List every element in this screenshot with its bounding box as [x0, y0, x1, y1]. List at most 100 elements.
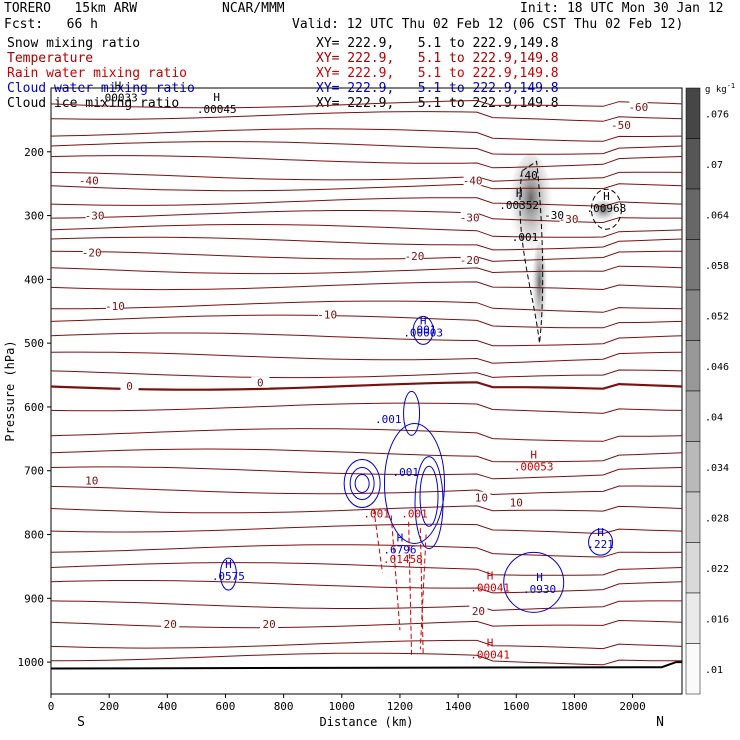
extremum-value: .00045 [197, 103, 237, 116]
x-tick-label: 0 [48, 700, 55, 713]
isotherm [50, 600, 682, 611]
isotherm-label: 20 [472, 605, 485, 618]
contour-label: .001 [512, 231, 539, 244]
isotherm-label: 20 [262, 618, 275, 631]
isotherm [50, 369, 683, 379]
extremum-value: .0930 [523, 583, 556, 596]
contour-label: -30 [544, 209, 564, 222]
extremum-marker: H [603, 190, 610, 203]
extremum-value: .221 [587, 538, 614, 551]
x-tick-label: 1200 [387, 700, 414, 713]
isotherm [50, 402, 683, 414]
isotherm-label: -20 [82, 247, 102, 260]
contour-label: .001 [375, 413, 402, 426]
isotherm-label: -60 [628, 101, 648, 114]
rain-contour [419, 528, 424, 656]
colorbar-unit: g kg-1 [705, 82, 735, 95]
isotherm [50, 523, 683, 535]
extremum-marker: H [115, 80, 122, 93]
isotherm-label: -30 [85, 210, 105, 223]
colorbar-cell [685, 138, 701, 190]
colorbar-cell [685, 188, 701, 240]
contour-label: .001 [363, 507, 390, 520]
isotherm [50, 197, 683, 207]
extremum-value: .6796 [383, 543, 416, 556]
x-axis-label: Distance (km) [320, 715, 414, 729]
isotherm [50, 99, 683, 109]
model-title: TORERO 15km ARW [4, 1, 138, 16]
contour-label: -40 [518, 169, 538, 182]
contour-label: .001 [401, 507, 428, 520]
contour-label: .01458 [383, 553, 423, 566]
isotherm [50, 155, 683, 169]
north-label: N [656, 715, 664, 730]
y-tick-label: 800 [24, 529, 44, 542]
isotherm-label: -30 [559, 213, 579, 226]
extremum-value: .00003 [403, 326, 443, 339]
isotherm [50, 381, 683, 391]
y-tick-label: 200 [24, 146, 44, 159]
cloud-water-contour [503, 551, 565, 613]
extremum-marker: H [213, 91, 220, 104]
x-tick-label: 1600 [503, 700, 530, 713]
isotherm-label: 0 [257, 377, 264, 390]
colorbar-label: .01 [705, 665, 723, 676]
y-tick-label: 300 [24, 210, 44, 223]
legend-xy: XY= 222.9, 5.1 to 222.9,149.8 [316, 51, 559, 66]
isotherm [50, 281, 683, 291]
isotherm-label: 10 [510, 497, 523, 510]
rain-contour [419, 534, 427, 650]
extremum-value: .0575 [212, 570, 245, 583]
x-tick-label: 1400 [445, 700, 472, 713]
colorbar-cell [685, 542, 701, 594]
y-tick-label: 600 [24, 401, 44, 414]
south-label: S [77, 715, 85, 730]
isotherm [50, 448, 683, 463]
extremum-marker: H [420, 314, 427, 327]
isotherm [50, 485, 683, 496]
isotherm [51, 300, 683, 313]
plot-frame [50, 87, 683, 695]
isotherm [50, 619, 683, 629]
ground-line [50, 661, 682, 670]
extremum-value: .00968 [587, 202, 627, 215]
cloud-water-contour [403, 390, 421, 436]
isotherm [50, 224, 683, 238]
contour-label: .001 [393, 466, 420, 479]
cloud-water-contour [343, 458, 381, 508]
isotherm [50, 141, 683, 155]
y-tick-label: 900 [24, 592, 44, 605]
extremum-marker: H [487, 637, 494, 650]
isotherm [50, 128, 683, 142]
isotherm [50, 250, 682, 262]
cloud-water-contour [219, 557, 237, 591]
isotherm-label: -20 [405, 250, 425, 263]
colorbar-cell [685, 289, 701, 341]
y-tick-label: 1000 [18, 656, 45, 669]
colorbar-label: .064 [705, 210, 729, 221]
isotherm [50, 544, 683, 558]
isotherm-label: -10 [105, 300, 125, 313]
isotherm [50, 111, 683, 122]
y-tick-label: 500 [24, 337, 44, 350]
isotherm [50, 428, 683, 442]
y-tick-label: 400 [24, 273, 44, 286]
extremum-value: .00041 [470, 649, 510, 662]
legend-label: Rain water mixing ratio [7, 66, 188, 81]
isotherm [50, 466, 683, 480]
legend-label: Snow mixing ratio [7, 36, 141, 51]
x-tick-label: 600 [216, 700, 236, 713]
x-tick-label: 2000 [619, 700, 646, 713]
isotherm-label: -40 [463, 174, 483, 187]
isotherm-label: -50 [611, 119, 631, 132]
valid-time: Valid: 12 UTC Thu 02 Feb 12 (06 CST Thu … [292, 17, 684, 32]
cloud-water-contour [354, 473, 370, 493]
forecast-hour: Fcst: 66 h [4, 17, 98, 32]
extremum-value: .00033 [98, 92, 138, 105]
rain-contour [390, 515, 401, 631]
colorbar-label: .076 [705, 109, 729, 120]
extremum-marker: H [487, 570, 494, 583]
extremum-value: .00352 [499, 199, 539, 212]
cloud-ice-contour [590, 188, 622, 230]
